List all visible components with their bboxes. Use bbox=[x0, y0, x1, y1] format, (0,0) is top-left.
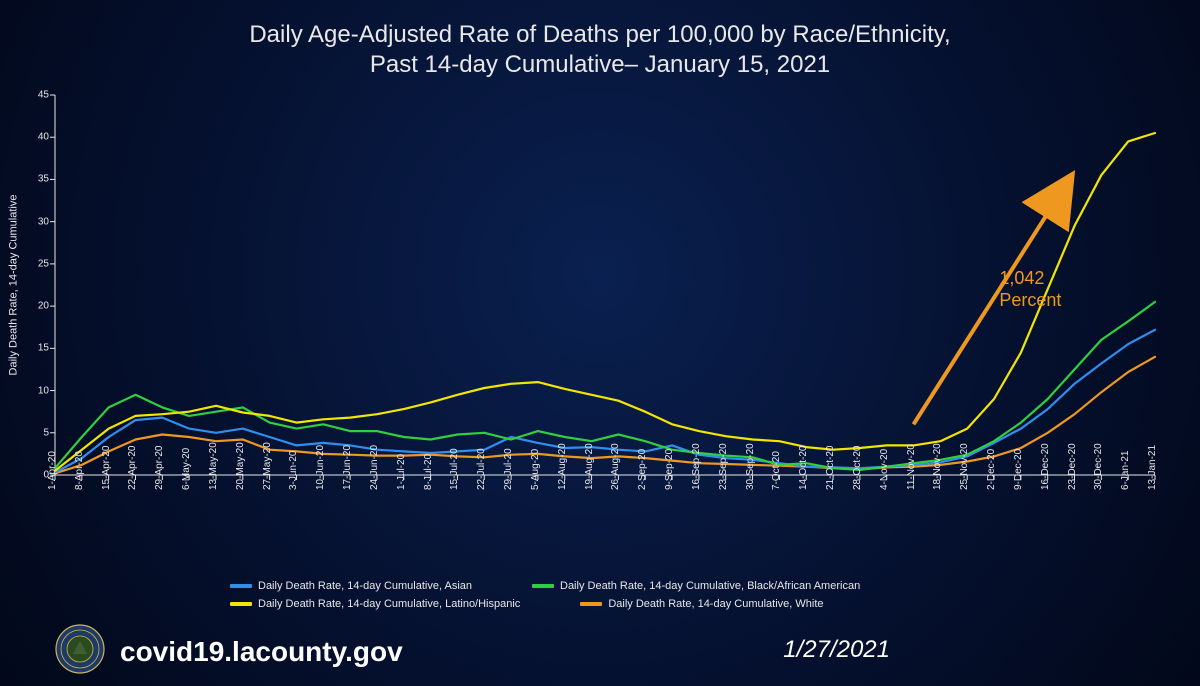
x-tick-label: 12-Aug-20 bbox=[557, 443, 568, 490]
x-tick-label: 29-Apr-20 bbox=[154, 446, 165, 490]
chart-title-line2: Past 14-day Cumulative– January 15, 2021 bbox=[370, 51, 830, 78]
legend-swatch-white bbox=[580, 602, 602, 606]
x-tick-label: 10-Jun-20 bbox=[315, 445, 326, 490]
x-tick-label: 14-Oct-20 bbox=[798, 446, 809, 490]
x-tick-label: 2-Dec-20 bbox=[986, 449, 997, 490]
x-tick-label: 17-Jun-20 bbox=[342, 445, 353, 490]
legend-item-black: Daily Death Rate, 14-day Cumulative, Bla… bbox=[532, 580, 860, 592]
x-tick-label: 11-Nov-20 bbox=[906, 444, 917, 490]
x-tick-label: 15-Jul-20 bbox=[449, 448, 460, 490]
legend-row: Daily Death Rate, 14-day Cumulative, Lat… bbox=[230, 598, 1030, 610]
x-tick-label: 20-May-20 bbox=[235, 442, 246, 490]
annotation-line2: Percent bbox=[999, 290, 1061, 310]
footer-date: 1/27/2021 bbox=[783, 636, 890, 664]
x-tick-label: 23-Sep-20 bbox=[718, 443, 729, 490]
legend-item-asian: Daily Death Rate, 14-day Cumulative, Asi… bbox=[230, 580, 472, 592]
county-seal-icon bbox=[55, 624, 105, 674]
chart-title: Daily Age-Adjusted Rate of Deaths per 10… bbox=[0, 20, 1200, 80]
annotation-text: 1,042Percent bbox=[999, 268, 1061, 311]
footer-url: covid19.lacounty.gov bbox=[120, 636, 403, 668]
y-axis-label-container: Daily Death Rate, 14-day Cumulative bbox=[6, 95, 20, 475]
y-tick-label: 35 bbox=[38, 174, 55, 185]
plot-svg bbox=[55, 95, 1155, 475]
x-tick-label: 13-May-20 bbox=[208, 442, 219, 490]
x-tick-label: 22-Jul-20 bbox=[476, 448, 487, 490]
legend-label-black: Daily Death Rate, 14-day Cumulative, Bla… bbox=[560, 580, 860, 592]
plot-area: 051015202530354045 bbox=[55, 95, 1155, 475]
x-tick-label: 3-Jun-20 bbox=[288, 451, 299, 490]
legend-row: Daily Death Rate, 14-day Cumulative, Asi… bbox=[230, 580, 1030, 592]
y-tick-label: 30 bbox=[38, 216, 55, 227]
x-tick-label: 4-Nov-20 bbox=[879, 449, 890, 490]
x-tick-label: 30-Sep-20 bbox=[745, 443, 756, 490]
annotation-line1: 1,042 bbox=[999, 268, 1044, 288]
x-tick-label: 29-Jul-20 bbox=[503, 448, 514, 490]
legend-swatch-black bbox=[532, 584, 554, 588]
x-tick-label: 6-Jan-21 bbox=[1120, 451, 1131, 490]
legend-item-latino: Daily Death Rate, 14-day Cumulative, Lat… bbox=[230, 598, 520, 610]
x-tick-label: 28-Oct-20 bbox=[852, 446, 863, 490]
x-tick-label: 13-Jan-21 bbox=[1147, 445, 1158, 490]
y-tick-label: 10 bbox=[38, 385, 55, 396]
y-tick-label: 25 bbox=[38, 258, 55, 269]
legend-label-white: Daily Death Rate, 14-day Cumulative, Whi… bbox=[608, 598, 823, 610]
x-tick-label: 19-Aug-20 bbox=[584, 443, 595, 490]
x-tick-label: 7-Oct-20 bbox=[771, 451, 782, 490]
x-tick-label: 16-Dec-20 bbox=[1040, 443, 1051, 490]
legend-swatch-latino bbox=[230, 602, 252, 606]
x-tick-label: 24-Jun-20 bbox=[369, 445, 380, 490]
x-tick-label: 1-Jul-20 bbox=[396, 454, 407, 490]
legend-label-latino: Daily Death Rate, 14-day Cumulative, Lat… bbox=[258, 598, 520, 610]
y-tick-label: 20 bbox=[38, 301, 55, 312]
legend-swatch-asian bbox=[230, 584, 252, 588]
x-tick-label: 2-Sep-20 bbox=[637, 449, 648, 490]
legend-label-asian: Daily Death Rate, 14-day Cumulative, Asi… bbox=[258, 580, 472, 592]
x-tick-label: 26-Aug-20 bbox=[610, 443, 621, 490]
x-tick-label: 8-Apr-20 bbox=[74, 451, 85, 490]
legend-item-white: Daily Death Rate, 14-day Cumulative, Whi… bbox=[580, 598, 823, 610]
y-tick-label: 40 bbox=[38, 132, 55, 143]
x-tick-label: 30-Dec-20 bbox=[1093, 443, 1104, 490]
x-tick-label: 1-Apr-20 bbox=[47, 451, 58, 490]
x-tick-label: 22-Apr-20 bbox=[127, 446, 138, 490]
chart-title-line1: Daily Age-Adjusted Rate of Deaths per 10… bbox=[249, 21, 950, 48]
legend: Daily Death Rate, 14-day Cumulative, Asi… bbox=[230, 580, 1030, 616]
x-tick-label: 23-Dec-20 bbox=[1067, 443, 1078, 490]
y-tick-label: 45 bbox=[38, 90, 55, 101]
x-tick-label: 25-Nov-20 bbox=[959, 443, 970, 490]
x-tick-label: 5-Aug-20 bbox=[530, 449, 541, 490]
x-tick-label: 6-May-20 bbox=[181, 448, 192, 490]
y-tick-label: 5 bbox=[43, 427, 55, 438]
x-tick-label: 16-Sep-20 bbox=[691, 443, 702, 490]
x-axis-ticks: 1-Apr-208-Apr-2015-Apr-2022-Apr-2029-Apr… bbox=[55, 478, 1155, 578]
x-tick-label: 15-Apr-20 bbox=[101, 446, 112, 490]
x-tick-label: 8-Jul-20 bbox=[423, 454, 434, 490]
y-axis-label: Daily Death Rate, 14-day Cumulative bbox=[7, 195, 19, 376]
x-tick-label: 9-Dec-20 bbox=[1013, 449, 1024, 490]
x-tick-label: 21-Oct-20 bbox=[825, 446, 836, 490]
x-tick-label: 9-Sep-20 bbox=[664, 449, 675, 490]
x-tick-label: 18-Nov-20 bbox=[932, 443, 943, 490]
chart-slide: Daily Age-Adjusted Rate of Deaths per 10… bbox=[0, 0, 1200, 686]
x-tick-label: 27-May-20 bbox=[262, 442, 273, 490]
y-tick-label: 15 bbox=[38, 343, 55, 354]
